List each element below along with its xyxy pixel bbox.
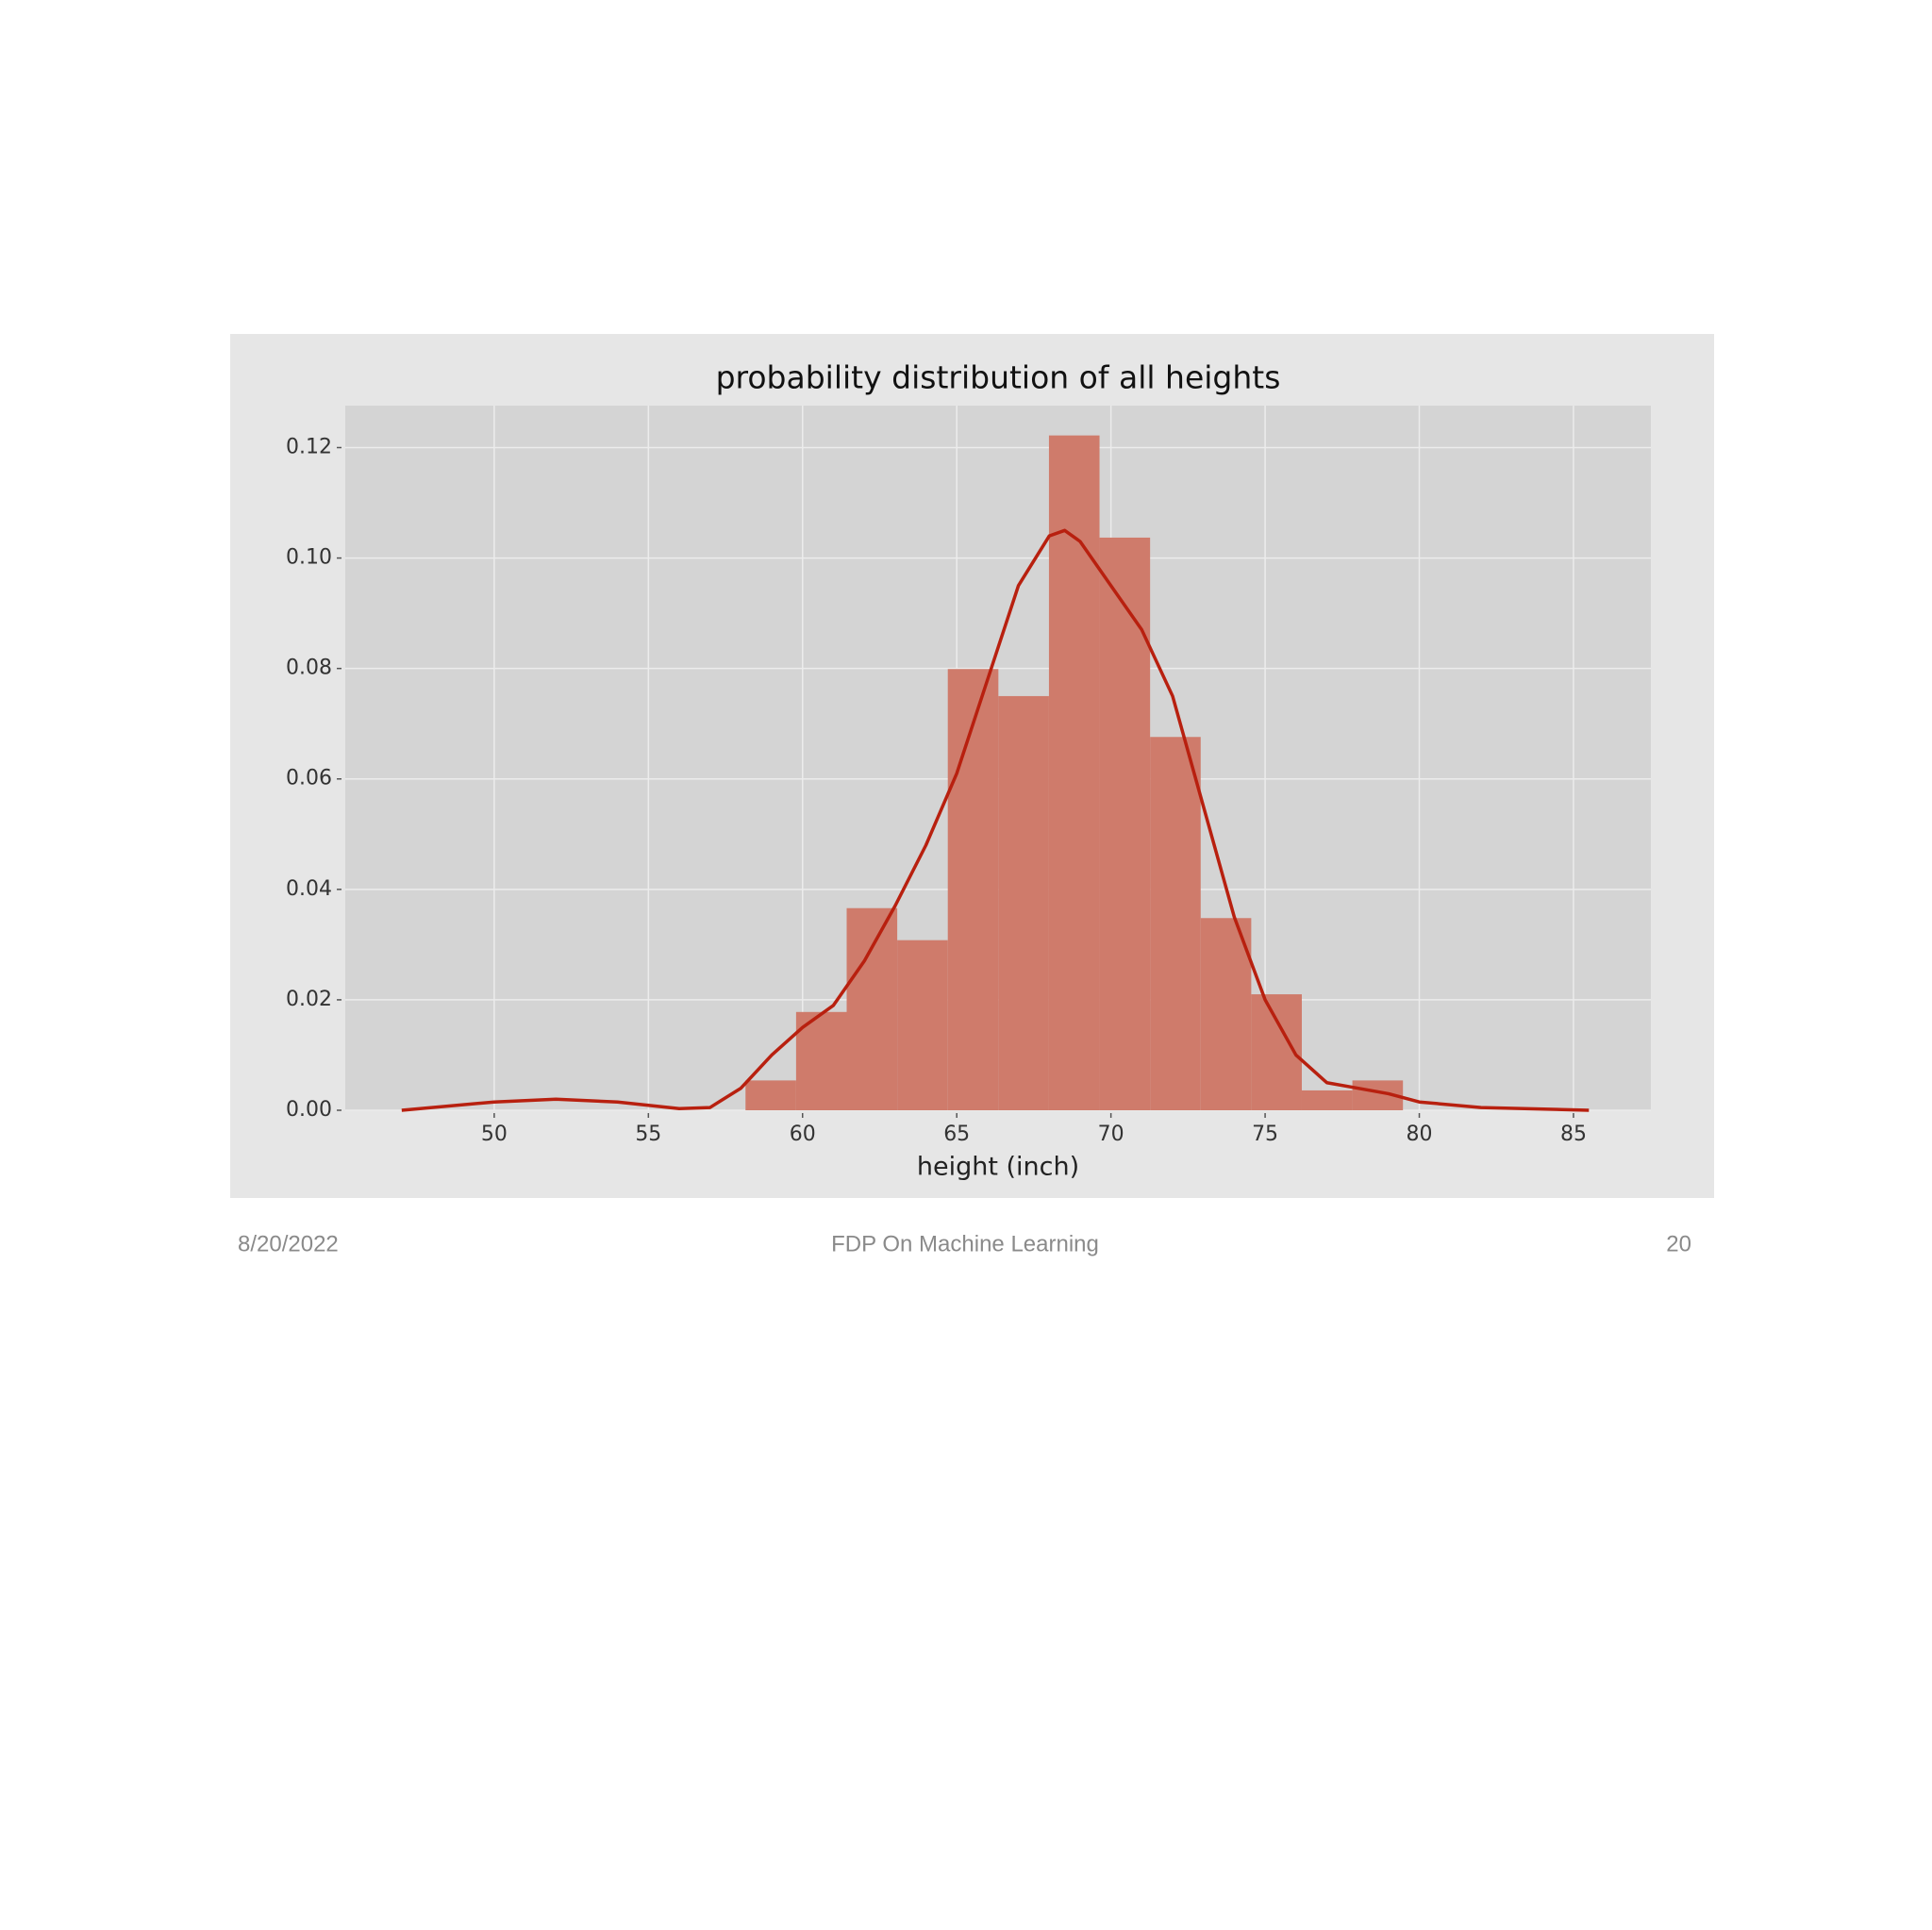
- bar: [795, 1011, 847, 1110]
- bar: [1200, 918, 1252, 1110]
- y-tick-label: 0.08: [286, 657, 332, 680]
- bar: [745, 1080, 796, 1110]
- y-tick-label: 0.00: [286, 1098, 332, 1122]
- kde-line: [401, 528, 1590, 1112]
- bar: [1150, 737, 1201, 1110]
- bar: [1048, 435, 1100, 1110]
- footer-title: FDP On Machine Learning: [831, 1231, 1099, 1256]
- labels: 0.00 0.02 0.04 0.06 0.08 0.10 0.12 50 55 60 65 70 75…: [286, 435, 1587, 1146]
- chart-title: probability distribution of all heights: [716, 359, 1281, 396]
- x-tick-label: 85: [1560, 1123, 1587, 1146]
- y-tick-label: 0.06: [286, 767, 332, 790]
- footer-page: 20: [1666, 1231, 1691, 1256]
- x-tick-label: 50: [481, 1123, 508, 1146]
- x-tick-label: 65: [943, 1123, 970, 1146]
- bar: [1099, 537, 1151, 1110]
- x-tick-label: 70: [1098, 1123, 1124, 1146]
- x-tick-label: 75: [1252, 1123, 1278, 1146]
- bar: [947, 669, 999, 1110]
- x-tick-label: 80: [1407, 1123, 1433, 1146]
- marks: [401, 435, 1590, 1112]
- bar: [998, 695, 1049, 1110]
- y-tick-label: 0.10: [286, 546, 332, 570]
- bar: [1301, 1090, 1353, 1110]
- y-tick-label: 0.12: [286, 435, 332, 458]
- footer-date: 8/20/2022: [238, 1231, 339, 1256]
- y-tick-label: 0.02: [286, 988, 332, 1011]
- bar: [846, 907, 898, 1110]
- y-tick-label: 0.04: [286, 877, 332, 901]
- x-axis-label: height (inch): [917, 1153, 1079, 1182]
- bar: [897, 940, 948, 1110]
- x-tick-label: 60: [790, 1123, 816, 1146]
- x-tick-label: 55: [635, 1123, 661, 1146]
